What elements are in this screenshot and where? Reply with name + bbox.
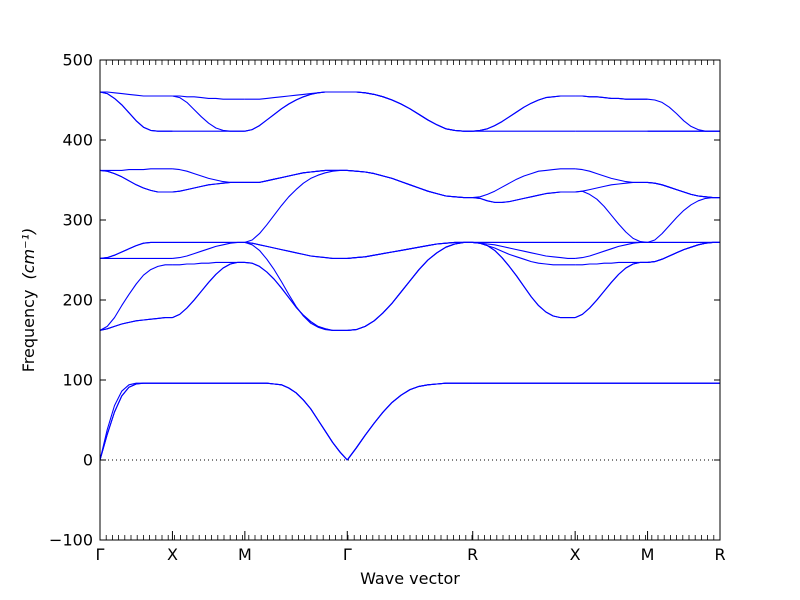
x-axis-label: Wave vector bbox=[360, 569, 460, 588]
band-6-segment-1 bbox=[99, 264, 173, 331]
kpoint-label: X bbox=[570, 545, 581, 564]
band-7-segment-5 bbox=[472, 241, 576, 259]
y-tick-label: 200 bbox=[62, 291, 93, 310]
y-tick-label: −100 bbox=[49, 531, 93, 550]
band-5-segment-5 bbox=[472, 241, 576, 319]
band-lines bbox=[99, 91, 720, 461]
minor-ticks bbox=[105, 60, 715, 540]
band-5-segment-2 bbox=[172, 261, 245, 319]
band-12-segment-3 bbox=[244, 169, 348, 183]
band-12-segment-2 bbox=[172, 168, 245, 183]
y-tick-label: 0 bbox=[83, 451, 93, 470]
band-9-segment-7 bbox=[647, 197, 720, 243]
band-13-segment-1 bbox=[100, 91, 173, 97]
y-tick-label: 500 bbox=[62, 51, 93, 70]
band-10-segment-6 bbox=[575, 190, 648, 243]
kpoint-label: M bbox=[641, 545, 655, 564]
band-9-segment-4 bbox=[347, 241, 473, 259]
kpoint-label: Γ bbox=[96, 545, 105, 564]
band-9-segment-3 bbox=[244, 169, 348, 243]
band-6-segment-6 bbox=[575, 261, 648, 266]
y-axis-label: Frequency (cm⁻¹) bbox=[19, 228, 38, 372]
band-11-segment-1 bbox=[99, 169, 173, 193]
y-axis-label-text: Frequency bbox=[19, 290, 38, 373]
y-axis-label-unit: (cm⁻¹) bbox=[19, 228, 38, 280]
y-tick-label: 400 bbox=[62, 131, 93, 150]
y-tick-label: 300 bbox=[62, 211, 93, 230]
kpoint-label: Γ bbox=[343, 545, 352, 564]
kpoint-label: X bbox=[167, 545, 178, 564]
band-5-segment-1 bbox=[99, 317, 173, 331]
band-6-segment-4 bbox=[347, 241, 473, 331]
y-axis-ticks: −100 0 100 200 300 400 500 bbox=[49, 51, 720, 550]
y-tick-label: 100 bbox=[62, 371, 93, 390]
band-9-segment-1 bbox=[99, 241, 173, 259]
kpoint-label: R bbox=[467, 545, 478, 564]
band-15-segment-1 bbox=[99, 91, 173, 132]
band-14-segment-5 bbox=[472, 95, 576, 132]
band-12-segment-6 bbox=[575, 168, 648, 183]
kpoint-label: R bbox=[714, 545, 725, 564]
band-12-segment-7 bbox=[647, 181, 720, 199]
band-3-segment-3 bbox=[244, 382, 348, 461]
band-12-segment-1 bbox=[100, 168, 173, 171]
band-3-segment-1 bbox=[99, 382, 173, 461]
band-5-segment-6 bbox=[574, 261, 648, 319]
band-6-segment-2 bbox=[172, 261, 245, 266]
band-6-segment-3 bbox=[244, 241, 348, 331]
band-3-segment-4 bbox=[346, 382, 473, 461]
band-15-segment-3 bbox=[244, 91, 348, 132]
band-14-segment-6 bbox=[575, 95, 648, 100]
band-12-segment-4 bbox=[347, 169, 473, 199]
band-11-segment-5 bbox=[472, 191, 576, 203]
band-13-segment-2 bbox=[172, 95, 245, 100]
band-15-segment-4 bbox=[347, 91, 473, 132]
band-12-segment-5 bbox=[472, 168, 576, 199]
kpoint-label: M bbox=[238, 545, 252, 564]
band-6-segment-5 bbox=[472, 241, 576, 266]
band-8-segment-3 bbox=[244, 241, 348, 259]
